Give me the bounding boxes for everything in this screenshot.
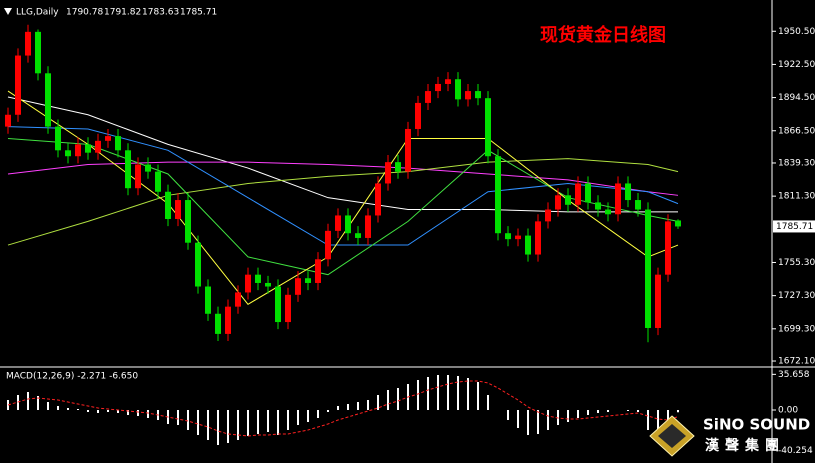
candle-body [625,183,631,201]
candle-body [385,162,391,184]
candle-body [155,171,161,192]
candle-body [365,215,371,238]
macd-label: MACD(12,26,9) -2.271 -6.650 [6,372,138,382]
y-tick-label: 1950.50 [778,27,815,37]
candle-body [585,183,591,203]
candle-body [105,136,111,141]
y-tick-label: 1755.30 [778,258,815,268]
candle-body [535,221,541,255]
candle-body [215,313,221,334]
candle-body [475,91,481,99]
candle-body [435,83,441,92]
moving-average [7,158,679,246]
candle-body [415,102,421,129]
logo [649,415,695,457]
candle-body [425,91,431,103]
candle-body [455,79,461,100]
candle-body [275,286,281,323]
candle-body [595,202,601,210]
symbol-icon [4,8,12,15]
macd-y-tick-label: 35.658 [778,370,810,380]
candle-body [295,278,301,295]
candle-body [115,136,121,151]
candle-body [505,233,511,240]
y-tick-label: 1894.50 [778,93,815,103]
candle-body [165,191,171,220]
candle-body [335,215,341,231]
macd-y-tick-label: 0.00 [778,406,798,416]
ohlc-open: 1790.78 [66,8,103,18]
candle-body [85,144,91,153]
candle-body [445,79,451,84]
candle-body [555,195,561,210]
candle-body [345,215,351,234]
chart-title: 现货黄金日线图 [540,24,666,46]
candle-body [465,91,471,100]
candle-body [485,98,491,157]
candle-body [15,55,21,115]
candle-body [675,220,681,227]
candle-body [45,73,51,127]
candle-body [325,230,331,260]
candle-body [575,183,581,205]
candle-body [145,164,151,172]
candle-body [25,31,31,56]
ohlc-high: 1791.82 [104,8,141,18]
y-tick-label: 1922.50 [778,60,815,70]
logo-subtext: 漢聲集團 [705,437,785,454]
candle-body [175,200,181,220]
ohlc-close: 1785.71 [180,8,217,18]
y-tick-label: 1672.10 [778,357,815,367]
candle-body [615,183,621,215]
candle-body [545,209,551,222]
candle-body [235,292,241,307]
candle-body [35,31,41,74]
symbol: LLG,Daily [16,8,59,18]
candle-body [285,294,291,323]
candle-body [305,278,311,283]
logo-icon-inner [658,424,686,448]
candle-body [75,144,81,157]
y-tick-label: 1866.50 [778,126,815,136]
y-tick-label: 1727.30 [778,291,815,301]
candle-body [225,306,231,334]
y-tick-label: 1811.30 [778,192,815,202]
candle-body [65,150,71,157]
macd-y-tick-label: -40.254 [778,446,813,456]
y-tick-label: 1699.30 [778,324,815,334]
candle-body [395,162,401,172]
candle-body [195,242,201,287]
candle-body [405,128,411,172]
candle-body [205,286,211,314]
candle-body [605,209,611,215]
macd-signal [7,380,679,437]
logo-text: SiNO SOUND [703,416,810,434]
ohlc-low: 1783.63 [142,8,179,18]
candle-body [95,140,101,153]
y-tick-label: 1839.30 [778,158,815,168]
candle-body [665,221,671,275]
candle-body [375,183,381,216]
current-price: 1785.71 [776,222,813,232]
candle-body [185,200,191,243]
candle-body [245,274,251,293]
candle-body [5,114,11,127]
candle-body [355,233,361,238]
candle-body [495,156,501,234]
candle-body [525,235,531,255]
current-price-box [773,220,815,233]
candle-body [135,164,141,189]
candle-body [515,235,521,240]
candle-body [265,282,271,287]
candle-body [255,274,261,283]
candle-body [645,209,651,328]
candle-body [315,259,321,283]
candle-body [565,195,571,205]
candle-body [635,200,641,210]
candle-body [655,274,661,328]
candle-body [55,126,61,151]
candle-body [125,150,131,189]
